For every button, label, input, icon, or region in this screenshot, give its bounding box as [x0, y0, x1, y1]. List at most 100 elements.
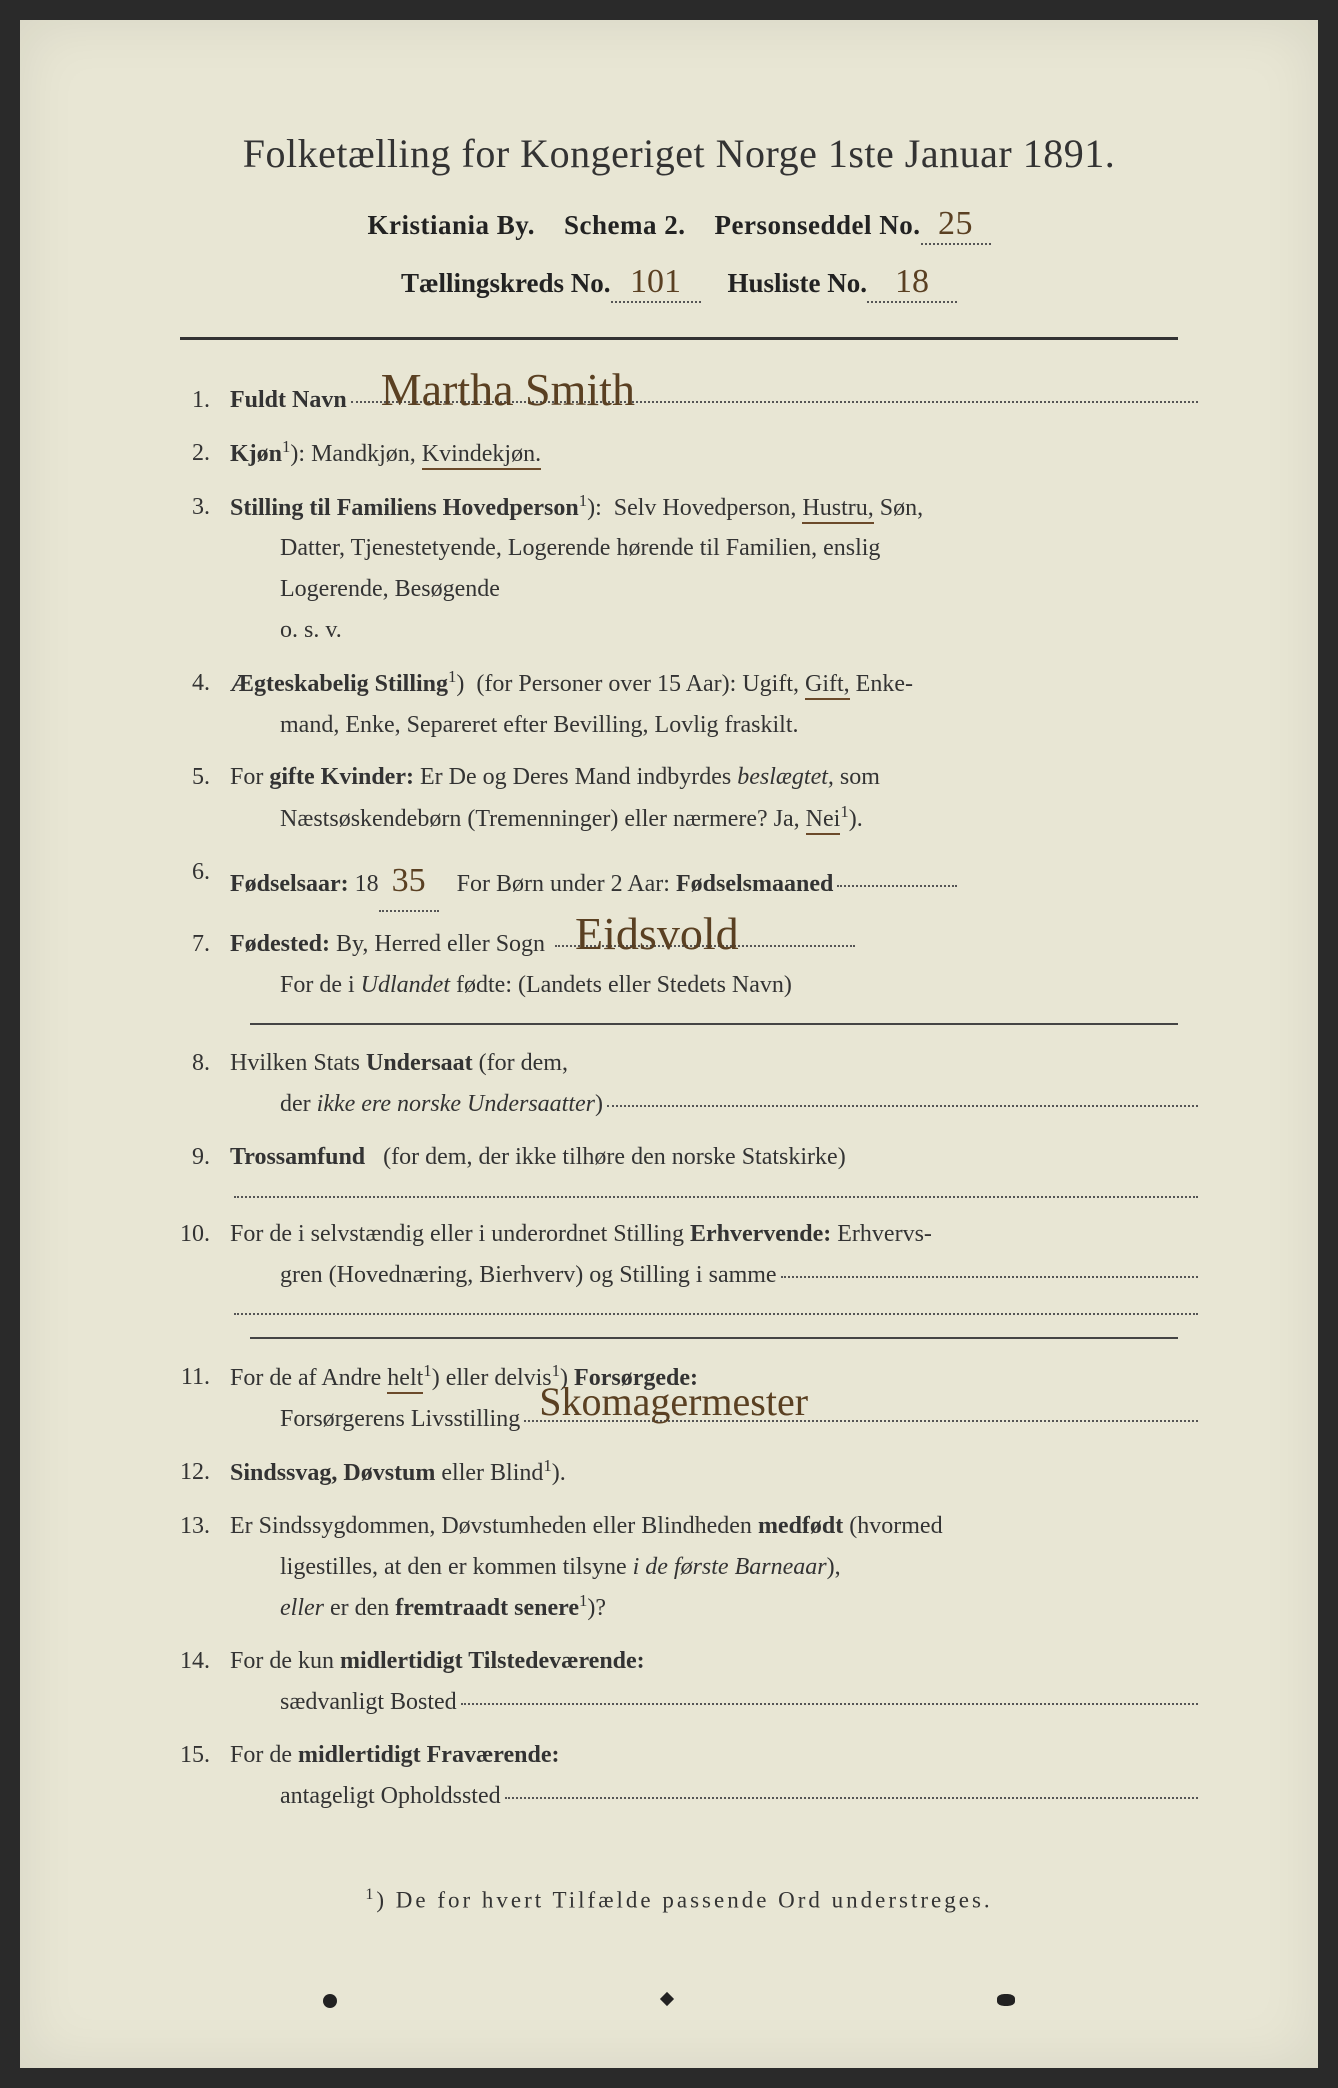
q1-name-value: Martha Smith [381, 351, 635, 429]
subtitle-row: Kristiania By. Schema 2. Personseddel No… [160, 205, 1198, 245]
q13-num: 13. [160, 1506, 230, 1629]
q8-ital: ikke ere norske Undersaatter [317, 1084, 595, 1125]
q6-text2: For Børn under 2 Aar: [457, 871, 670, 897]
q13-line3b: er den [330, 1595, 389, 1621]
q3-row: 3. Stilling til Familiens Hovedperson1):… [160, 487, 1198, 651]
q13-line2a: ligestilles, at den er kommen tilsyne [230, 1554, 627, 1580]
kreds-no: 101 [630, 263, 681, 301]
q1-row: 1. Fuldt Navn Martha Smith [160, 380, 1198, 421]
q11-row: 11. For de af Andre helt1) eller delvis1… [160, 1357, 1198, 1440]
q2-opt-kvinde: Kvindekjøn. [422, 441, 541, 470]
q12-bold: Sindssvag, Døvstum [230, 1460, 435, 1486]
q13-line3c: )? [587, 1595, 606, 1621]
personseddel-no: 25 [938, 205, 973, 243]
q13-line2b: ), [827, 1554, 841, 1580]
q13-ital: i de første Barneaar [633, 1554, 827, 1580]
q13-bold1: medfødt [758, 1513, 843, 1539]
q14-text1: For de kun [230, 1648, 334, 1674]
q4-label: Ægteskabelig Stilling [230, 671, 448, 697]
q2-sup: 1 [282, 437, 290, 456]
q11-text2: eller delvis [446, 1365, 552, 1391]
q14-num: 14. [160, 1641, 230, 1723]
q3-text2: Søn, [880, 495, 923, 521]
q5-sup: 1 [840, 802, 848, 821]
q7-row: 7. Fødested: By, Herred eller Sogn Eidsv… [160, 924, 1198, 1006]
subtitle-row-2: Tællingskreds No. 101 Husliste No. 18 [160, 263, 1198, 303]
q5-nei: Nei [806, 806, 841, 835]
q3-sup: 1 [579, 491, 587, 510]
q2-num: 2. [160, 433, 230, 475]
q9-num: 9. [160, 1137, 230, 1202]
footnote-text: ) De for hvert Tilfælde passende Ord und… [376, 1888, 992, 1913]
q8-line2: der [280, 1084, 311, 1125]
q2-label: Kjøn [230, 441, 282, 467]
q5-ital: beslægtet, [737, 764, 834, 790]
q2-opt-mand: Mandkjøn, [311, 441, 416, 467]
q4-num: 4. [160, 663, 230, 746]
q3-text1: Selv Hovedperson, [614, 495, 797, 521]
q10-num: 10. [160, 1214, 230, 1320]
q7-value: Eidsvold [575, 895, 739, 973]
q10-row: 10. For de i selvstændig eller i underor… [160, 1214, 1198, 1320]
q7-label: Fødested: [230, 931, 330, 957]
q8-bold: Undersaat [366, 1050, 473, 1076]
q6-prefix: 18 [355, 871, 379, 897]
q5-bold: gifte Kvinder: [269, 764, 414, 790]
footnote-sup: 1 [365, 1886, 376, 1903]
q15-line2: antageligt Opholdssted [280, 1776, 501, 1817]
husliste-no: 18 [895, 263, 929, 301]
q14-line2: sædvanligt Bosted [280, 1682, 457, 1723]
census-form-page: Folketælling for Kongeriget Norge 1ste J… [20, 20, 1318, 2068]
q8-text1: Hvilken Stats [230, 1050, 360, 1076]
q8-text2: (for dem, [479, 1050, 568, 1076]
personseddel-label: Personseddel No. [715, 210, 921, 240]
q11-line2: Forsørgerens Livsstilling [280, 1399, 520, 1440]
q4-sup: 1 [448, 667, 456, 686]
q13-text1: Er Sindssygdommen, Døvstumheden eller Bl… [230, 1513, 752, 1539]
q6-year: 35 [392, 852, 426, 910]
q13-row: 13. Er Sindssygdommen, Døvstumheden elle… [160, 1506, 1198, 1629]
kreds-label: Tællingskreds No. [401, 268, 611, 298]
divider-1 [250, 1023, 1178, 1025]
q4-row: 4. Ægteskabelig Stilling1) (for Personer… [160, 663, 1198, 746]
q11-sup1: 1 [423, 1361, 431, 1380]
main-title: Folketælling for Kongeriget Norge 1ste J… [160, 130, 1198, 177]
q12-num: 12. [160, 1452, 230, 1494]
q5-text1: For [230, 764, 263, 790]
q3-hustru: Hustru, [802, 495, 873, 524]
q11-text1: For de af Andre [230, 1365, 381, 1391]
q11-num: 11. [160, 1357, 230, 1440]
q3-num: 3. [160, 487, 230, 651]
q2-row: 2. Kjøn1): Mandkjøn, Kvindekjøn. [160, 433, 1198, 475]
q5-text3: som [840, 764, 880, 790]
q15-num: 15. [160, 1735, 230, 1817]
punch-holes [20, 1994, 1318, 2008]
divider-top [180, 337, 1178, 340]
q9-bold: Trossamfund [230, 1144, 365, 1170]
q11-value: Skomagermester [539, 1368, 808, 1436]
q14-bold: midlertidigt Tilstedeværende: [340, 1648, 645, 1674]
q3-label: Stilling til Familiens Hovedperson [230, 495, 579, 521]
q6-num: 6. [160, 852, 230, 912]
q1-num: 1. [160, 380, 230, 421]
q7-text1: By, Herred eller Sogn [336, 931, 545, 957]
q4-line2: mand, Enke, Separeret efter Bevilling, L… [230, 712, 799, 738]
q13-line3a: eller [230, 1595, 324, 1621]
hole-right [997, 1994, 1015, 2006]
hole-mid [660, 1992, 674, 2006]
q4-gift: Gift, [805, 671, 850, 700]
divider-2 [250, 1337, 1178, 1339]
husliste-label: Husliste No. [728, 268, 868, 298]
q11-helt: helt [387, 1365, 423, 1394]
q12-text: eller Blind [441, 1460, 543, 1486]
q3-line4: o. s. v. [230, 617, 342, 643]
city-label: Kristiania By. [367, 210, 535, 240]
q15-bold: midlertidigt Fraværende: [298, 1742, 560, 1768]
q6-label2: Fødselsmaaned [676, 871, 833, 897]
q5-row: 5. For gifte Kvinder: Er De og Deres Man… [160, 757, 1198, 840]
q10-bold: Erhvervende: [690, 1221, 831, 1247]
q3-line2: Datter, Tjenestetyende, Logerende hørend… [230, 535, 880, 561]
q3-line3: Logerende, Besøgende [230, 576, 500, 602]
schema-label: Schema 2. [564, 210, 686, 240]
q5-num: 5. [160, 757, 230, 840]
